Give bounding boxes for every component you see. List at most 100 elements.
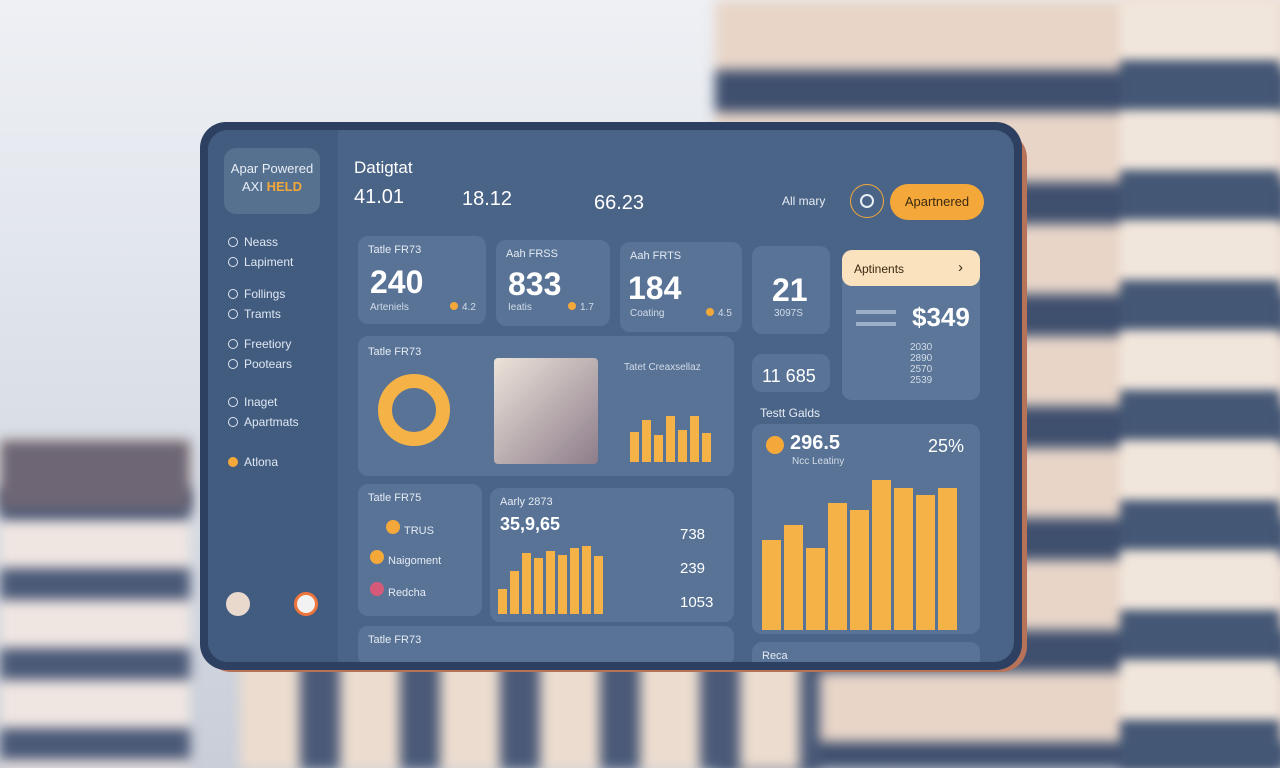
bar	[522, 552, 531, 614]
sidebar-item-6[interactable]: Inaget	[228, 392, 299, 412]
card-title: Aarly 2873	[500, 496, 553, 508]
logo-text: AXI	[242, 179, 263, 194]
card-foot: 4.2	[450, 302, 476, 313]
right-title: Testt Galds	[760, 406, 821, 420]
nav-group-5: Atlona	[228, 452, 278, 472]
logo-line2: AXI HELD	[230, 178, 314, 196]
list-card: Tatle FR75 TRUS Naigoment Redcha	[358, 484, 482, 616]
bar	[762, 540, 781, 630]
sidebar-item-0[interactable]: Neass	[228, 232, 293, 252]
bar	[498, 588, 507, 614]
card-value: 240	[370, 264, 424, 300]
stat-chip: 11 685	[752, 354, 830, 392]
card-title: Reca	[762, 650, 788, 662]
folder-icon	[228, 339, 238, 349]
sidebar-item-8[interactable]: Atlona	[228, 452, 278, 472]
sidebar: Apar Powered AXI HELD Neass Lapiment Fol…	[208, 130, 338, 662]
right-value: 296.5	[790, 432, 841, 454]
bar	[872, 480, 891, 630]
bar	[570, 547, 579, 614]
extra-value: 11 685	[762, 366, 816, 386]
nav-group-4: Inaget Apartmats	[228, 392, 299, 432]
card-title: Tatle FR75	[368, 492, 422, 504]
sidebar-item-1[interactable]: Lapiment	[228, 252, 293, 272]
dashboard-window: Apar Powered AXI HELD Neass Lapiment Fol…	[200, 122, 1022, 670]
home-icon	[228, 237, 238, 247]
bar	[654, 435, 663, 462]
chevron-right-icon: ›	[958, 259, 963, 276]
chart-label: Tatet Creaxsellaz	[624, 362, 701, 373]
nav-group-2: Follings Tramts	[228, 284, 285, 324]
filter-label[interactable]: All mary	[782, 194, 826, 208]
app-logo[interactable]: Apar Powered AXI HELD	[224, 148, 320, 214]
bar	[510, 570, 519, 614]
grid-icon	[228, 257, 238, 267]
list-item[interactable]: TRUS	[386, 520, 434, 537]
bar	[690, 416, 699, 462]
bar	[630, 431, 639, 462]
donut-chart	[378, 374, 450, 446]
bar	[594, 556, 603, 614]
profile-badge-icon[interactable]	[294, 592, 318, 616]
apartments-header[interactable]: Aptinents ›	[842, 250, 980, 286]
logo-line1: Apar Powered	[230, 161, 314, 176]
card-title: Tatle FR73	[368, 634, 422, 646]
chart-icon	[228, 289, 238, 299]
card-sub: Arteniels	[370, 302, 409, 313]
card-sub: Coating	[630, 308, 665, 319]
bar-line	[856, 310, 896, 314]
card-value: 184	[628, 270, 682, 306]
list-item[interactable]: Redcha	[370, 582, 426, 599]
card-sub: 3097S	[774, 308, 803, 319]
stat-card-3[interactable]: 21 3097S	[752, 246, 830, 334]
bar	[582, 545, 591, 614]
stat-card-0[interactable]: Tatle FR73 240 Arteniels 4.2	[358, 236, 486, 324]
card-value: 833	[508, 266, 562, 302]
mini-bar-chart	[630, 386, 720, 462]
header-stat-2: 66.23	[594, 192, 645, 214]
card-title: Tatle FR73	[368, 346, 422, 358]
card-sub: Ieatis	[508, 302, 532, 313]
stat-card-2[interactable]: Aah FRTS 184 Coating 4.5	[620, 242, 742, 332]
bottom-card: Tatle FR73	[358, 626, 734, 662]
sidebar-item-4[interactable]: Freetiory	[228, 334, 292, 354]
stat-card-1[interactable]: Aah FRSS 833 Ieatis 1.7	[496, 240, 610, 326]
bottom-right-card: Reca	[752, 642, 980, 662]
building-icon	[228, 417, 238, 427]
image-icon	[228, 397, 238, 407]
card-value: 21	[772, 272, 808, 308]
sidebar-item-label: Atlona	[244, 455, 279, 469]
logo-accent: HELD	[266, 179, 302, 194]
bar	[702, 433, 711, 462]
sidebar-item-label: Tramts	[244, 307, 281, 321]
sidebar-item-label: Inaget	[244, 395, 278, 409]
main-bar-chart	[762, 480, 976, 630]
dashboard-screen: Apar Powered AXI HELD Neass Lapiment Fol…	[208, 130, 1014, 662]
sidebar-item-7[interactable]: Apartmats	[228, 412, 299, 432]
sidebar-item-label: Lapiment	[244, 255, 294, 269]
bar	[678, 430, 687, 462]
list-item[interactable]: Naigoment	[370, 550, 441, 567]
apartments-card[interactable]: Aptinents › $349 2030 2890 2570 2539	[842, 250, 980, 400]
avatar[interactable]	[226, 592, 250, 616]
card-title: Aah FRSS	[506, 248, 558, 260]
building-right-balconies	[1120, 0, 1280, 768]
overview-card: Tatle FR73 Tatet Creaxsellaz	[358, 336, 734, 476]
card-foot: 1.7	[568, 302, 594, 313]
search-icon[interactable]	[850, 184, 884, 218]
nav-group-3: Freetiory Pootears	[228, 334, 292, 374]
apartments-label: Aptinents	[854, 262, 905, 276]
header-stat-0: 41.01	[354, 186, 405, 208]
bar	[894, 487, 913, 630]
doc-icon	[228, 359, 238, 369]
right-pct: 25%	[928, 436, 965, 456]
mini-num: 1053	[680, 594, 714, 611]
sidebar-item-label: Apartmats	[244, 415, 299, 429]
sidebar-item-2[interactable]: Follings	[228, 284, 285, 304]
card-foot: 4.5	[706, 308, 732, 319]
revenue-card: Aarly 2873 35,9,65 738 239 1053	[490, 488, 734, 622]
sidebar-item-3[interactable]: Tramts	[228, 304, 285, 324]
sidebar-item-5[interactable]: Pootears	[228, 354, 292, 374]
bar	[546, 550, 555, 614]
apartments-button[interactable]: Apartnered	[890, 184, 984, 220]
